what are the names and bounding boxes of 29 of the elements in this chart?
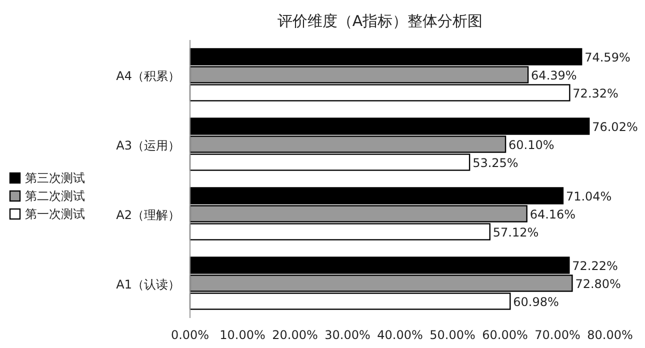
chart-title: 评价维度（A指标）整体分析图 bbox=[277, 12, 483, 30]
x-tick-label: 30.00% bbox=[324, 328, 370, 342]
data-label: 64.39% bbox=[531, 68, 577, 82]
data-label: 76.02% bbox=[592, 120, 638, 134]
x-tick-label: 10.00% bbox=[220, 328, 266, 342]
y-tick-label: A3（运用） bbox=[116, 138, 180, 152]
data-label: 72.80% bbox=[575, 276, 621, 291]
legend-label: 第三次测试 bbox=[25, 171, 85, 185]
legend-label: 第一次测试 bbox=[25, 207, 85, 221]
x-tick-label: 70.00% bbox=[534, 328, 580, 342]
x-tick-label: 40.00% bbox=[377, 328, 423, 342]
data-label: 60.98% bbox=[513, 294, 559, 309]
data-label: 57.12% bbox=[492, 225, 539, 240]
data-label: 71.04% bbox=[566, 189, 612, 204]
y-tick-label: A4（积累） bbox=[116, 68, 180, 83]
x-tick-label: 0.00% bbox=[170, 328, 210, 342]
data-label: 53.25% bbox=[472, 156, 518, 170]
legend-label: 第二次测试 bbox=[25, 189, 85, 203]
data-label: 72.22% bbox=[572, 258, 618, 273]
data-label: 64.16% bbox=[530, 207, 576, 222]
data-label: 60.10% bbox=[508, 138, 554, 152]
x-tick-label: 60.00% bbox=[482, 328, 528, 342]
y-tick-label: A2（理解） bbox=[116, 208, 180, 222]
x-tick-label: 80.00% bbox=[587, 328, 633, 342]
y-tick-label: A1（认读） bbox=[116, 277, 180, 292]
x-tick-label: 50.00% bbox=[430, 328, 476, 342]
x-tick-label: 20.00% bbox=[272, 328, 318, 342]
data-label: 72.32% bbox=[572, 86, 618, 100]
data-label: 74.59% bbox=[584, 50, 630, 64]
